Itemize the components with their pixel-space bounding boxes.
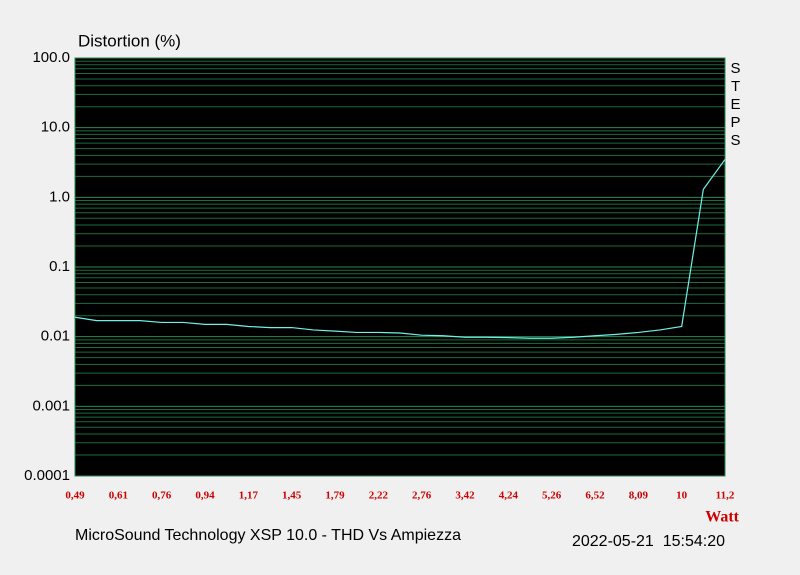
grid <box>74 57 726 477</box>
x-tick-label: 5,26 <box>542 490 562 502</box>
y-axis-label: Distortion (%) <box>78 31 181 50</box>
x-tick-label: 4,24 <box>499 490 519 502</box>
x-tick-label: 3,42 <box>455 490 475 502</box>
y-tick-label: 0.0001 <box>24 467 70 484</box>
side-label: STEPS <box>727 60 744 150</box>
x-tick-label: 1,45 <box>282 490 302 502</box>
x-tick-label: 8,09 <box>629 490 649 502</box>
x-tick-label: 0,61 <box>109 490 128 502</box>
y-tick-label: 0.001 <box>32 397 70 414</box>
footer: MicroSound Technology XSP 10.0 - THD Vs … <box>75 527 461 544</box>
x-tick-label: 2,76 <box>412 490 432 502</box>
plot-border <box>74 57 726 477</box>
x-tick-label: 1,17 <box>239 490 259 502</box>
y-tick-label: 0.1 <box>49 258 70 275</box>
marks <box>74 159 726 339</box>
x-tick-label: 0,49 <box>65 490 85 502</box>
y-tick-label: 10.0 <box>41 119 70 136</box>
data-line <box>74 159 726 339</box>
y-tick-label: 100.0 <box>32 49 70 66</box>
x-tick-label: 6,52 <box>585 490 605 502</box>
x-axis-label: Watt <box>705 509 739 526</box>
x-tick-label: 11,2 <box>716 490 735 502</box>
x-tick-label: 0,76 <box>152 490 172 502</box>
x-tick-label: 2,22 <box>369 490 389 502</box>
timestamp: 2022-05-21 15:54:20 <box>572 533 725 550</box>
y-tick-label: 1.0 <box>49 188 70 205</box>
x-tick-label: 10 <box>676 490 688 502</box>
x-tick-label: 1,79 <box>325 490 345 502</box>
x-tick-label: 0,94 <box>195 490 215 502</box>
y-tick-label: 0.01 <box>41 328 70 345</box>
